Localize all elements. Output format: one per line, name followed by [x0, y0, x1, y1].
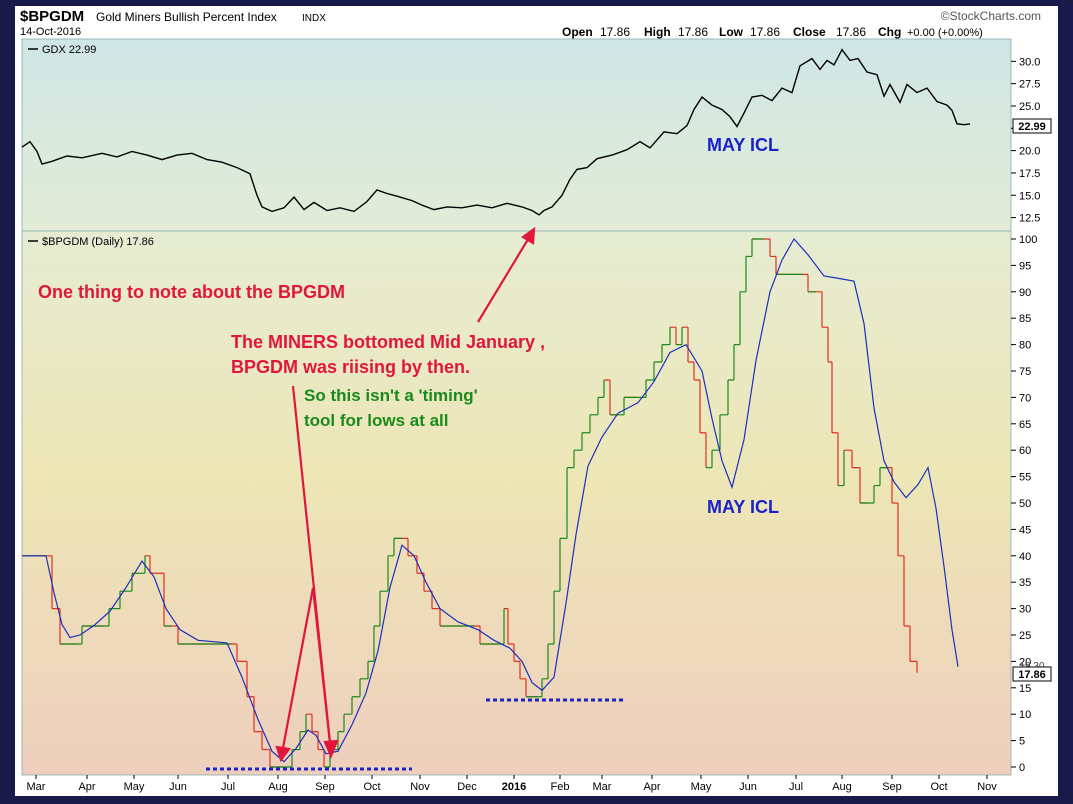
gdx-last-value: 22.99 — [1018, 121, 1046, 133]
gdx-y-tick-label: 30.0 — [1019, 56, 1040, 68]
x-tick-label: Feb — [551, 781, 570, 793]
bpgdm-y-tick-label: 15 — [1019, 683, 1031, 695]
gdx-y-tick-label: 25.0 — [1019, 101, 1040, 113]
annotation-note-2a: The MINERS bottomed Mid January , — [231, 332, 545, 352]
exchange-label: INDX — [302, 13, 326, 24]
bpgdm-y-tick-label: 95 — [1019, 260, 1031, 272]
annotation-note-2b: BPGDM was riising by then. — [231, 357, 470, 377]
bpgdm-y-tick-label: 0 — [1019, 762, 1025, 774]
bpgdm-y-tick-label: 35 — [1019, 577, 1031, 589]
annotation-may-icl-top: MAY ICL — [707, 135, 779, 155]
x-tick-label: Apr — [643, 781, 660, 793]
chg-label: Chg — [878, 25, 901, 39]
gdx-y-tick-label: 17.5 — [1019, 168, 1040, 180]
x-tick-label: Apr — [78, 781, 95, 793]
open-value: 17.86 — [600, 25, 630, 39]
symbol-text: $BPGDM — [20, 8, 84, 25]
annotation-arrows — [275, 226, 536, 763]
x-tick-label: Nov — [977, 781, 997, 793]
bpgdm-panel-title: $BPGDM (Daily) 17.86 — [42, 236, 154, 248]
bpgdm-panel — [21, 230, 1012, 776]
gdx-y-tick-label: 15.0 — [1019, 190, 1040, 202]
x-tick-label: 2016 — [502, 781, 526, 793]
bpgdm-y-tick-label: 80 — [1019, 340, 1031, 352]
bpgdm-last-value-tags: 19.30 17.86 — [1012, 661, 1052, 682]
low-value: 17.86 — [750, 25, 780, 39]
bpgdm-y-tick-label: 75 — [1019, 366, 1031, 378]
arrow-head-gdx-low — [521, 226, 536, 245]
x-tick-label: May — [124, 781, 145, 793]
x-tick-label: Mar — [593, 781, 612, 793]
gdx-y-tick-label: 20.0 — [1019, 146, 1040, 158]
bpgdm-y-tick-label: 55 — [1019, 472, 1031, 484]
ohlc-readout: Open 17.86 High 17.86 Low 17.86 Close 17… — [562, 25, 983, 39]
x-tick-label: Jul — [789, 781, 803, 793]
bpgdm-y-tick-label: 100 — [1019, 234, 1037, 246]
annotation-note-1: One thing to note about the BPGDM — [38, 282, 345, 302]
gdx-panel-title: GDX 22.99 — [42, 44, 96, 56]
x-tick-label: Oct — [930, 781, 947, 793]
x-tick-label: Sep — [882, 781, 902, 793]
x-tick-label: Mar — [27, 781, 46, 793]
bpgdm-y-tick-label: 45 — [1019, 524, 1031, 536]
bpgdm-moving-average-line — [22, 237, 959, 763]
bpgdm-y-tick-label: 60 — [1019, 445, 1031, 457]
brand-label: ©StockCharts.com — [941, 9, 1041, 23]
annotation-may-icl-bottom: MAY ICL — [707, 497, 779, 517]
x-tick-label: Dec — [457, 781, 477, 793]
bpgdm-y-tick-label: 20 — [1019, 656, 1031, 668]
low-label: Low — [719, 25, 744, 39]
x-tick-label: Sep — [315, 781, 335, 793]
gdx-legend: GDX 22.99 — [28, 44, 96, 56]
x-tick-label: May — [691, 781, 712, 793]
bpgdm-y-tick-label: 50 — [1019, 498, 1031, 510]
close-value: 17.86 — [836, 25, 866, 39]
bpgdm-y-tick-label: 5 — [1019, 736, 1025, 748]
bpgdm-y-tick-label: 70 — [1019, 392, 1031, 404]
bpgdm-legend: $BPGDM (Daily) 17.86 — [28, 236, 154, 248]
x-tick-label: Aug — [832, 781, 852, 793]
index-name: Gold Miners Bullish Percent Index — [96, 10, 277, 24]
annotation-note-3b: tool for lows at all — [304, 411, 449, 430]
arrow-from-junction — [311, 587, 332, 744]
arrow-head-aug-low — [275, 745, 291, 763]
open-label: Open — [562, 25, 593, 39]
chg-value: +0.00 (+0.00%) — [907, 27, 983, 39]
gdx-y-tick-label: 27.5 — [1019, 79, 1040, 91]
bpgdm-last-value: 17.86 — [1018, 669, 1046, 681]
x-tick-label: Jun — [169, 781, 187, 793]
close-label: Close — [793, 25, 826, 39]
high-value: 17.86 — [678, 25, 708, 39]
x-tick-label: Jul — [221, 781, 235, 793]
x-tick-label: Nov — [410, 781, 430, 793]
arrow-head-sep-low — [323, 739, 339, 759]
bpgdm-y-tick-label: 10 — [1019, 709, 1031, 721]
gdx-last-value-tag: 22.99 — [1012, 118, 1052, 134]
arrow-to-gdx-low — [477, 235, 531, 323]
bpgdm-y-tick-label: 25 — [1019, 630, 1031, 642]
gdx-price-line — [21, 48, 971, 216]
bpgdm-y-axis: 1009590858075706560555045403530252015105… — [1011, 234, 1037, 774]
bpgdm-y-tick-label: 65 — [1019, 419, 1031, 431]
date-label: 14-Oct-2016 — [20, 26, 81, 38]
gdx-y-tick-label: 12.5 — [1019, 213, 1040, 225]
arrow-to-aug-low — [281, 587, 315, 749]
gdx-panel — [21, 38, 1012, 232]
x-axis: Mar Apr May Jun Jul Aug Sep Oct Nov Dec 2016 Feb Mar… — [27, 775, 997, 793]
bpgdm-y-tick-label: 85 — [1019, 313, 1031, 325]
x-tick-label: Oct — [363, 781, 380, 793]
annotation-note-3a: So this isn't a 'timing' — [304, 386, 478, 405]
x-tick-label: Aug — [268, 781, 288, 793]
bpgdm-y-tick-label: 40 — [1019, 551, 1031, 563]
x-tick-label: Jun — [739, 781, 757, 793]
bpgdm-y-tick-label: 90 — [1019, 287, 1031, 299]
high-label: High — [644, 25, 671, 39]
bpgdm-y-tick-label: 30 — [1019, 604, 1031, 616]
